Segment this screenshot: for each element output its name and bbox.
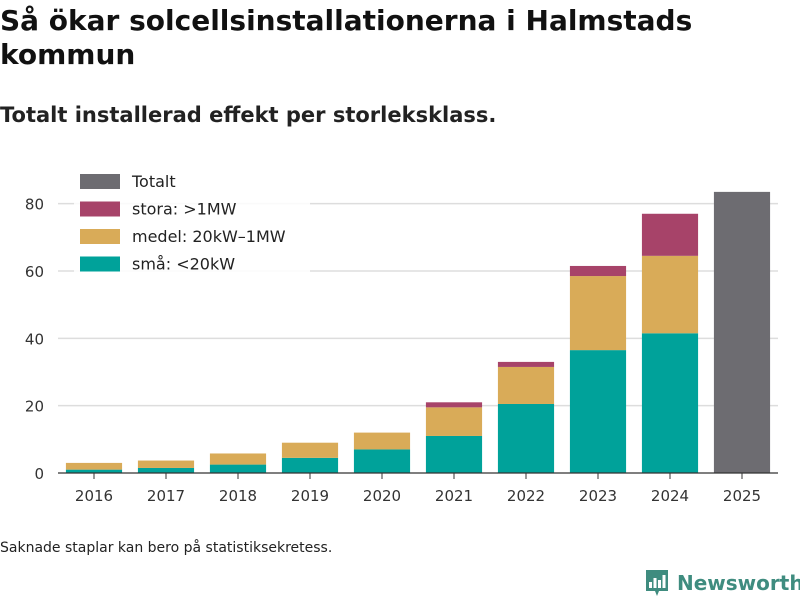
x-tick-label: 2018 xyxy=(219,487,257,505)
bar-stora-2023 xyxy=(569,265,627,277)
brand-name: Newsworthy xyxy=(677,571,800,595)
newsworthy-icon xyxy=(646,570,668,596)
x-tick-label: 2020 xyxy=(363,487,401,505)
x-tick-label: 2019 xyxy=(291,487,329,505)
bar-medel-2024 xyxy=(641,255,699,334)
bar-totalt-2025 xyxy=(713,191,771,473)
bar-medel-2016 xyxy=(65,462,123,470)
brand-logo: Newsworthy xyxy=(644,568,800,598)
bar-sma-2017 xyxy=(137,467,195,473)
bar-medel-2023 xyxy=(569,276,627,351)
stacked-bar-chart: 0 20 40 60 80 2016 2017 2018 2019 2020 2021 2022 202… xyxy=(25,170,778,505)
x-tick-label: 2025 xyxy=(723,487,761,505)
x-tick-label: 2024 xyxy=(651,487,689,505)
bar-sma-2019 xyxy=(281,457,339,473)
bar-sma-2023 xyxy=(569,350,627,473)
x-tick-label: 2021 xyxy=(435,487,473,505)
legend-label-medel: medel: 20kW–1MW xyxy=(132,227,286,246)
x-tick-label: 2022 xyxy=(507,487,545,505)
legend-swatch-medel xyxy=(80,229,120,244)
bar-medel-2019 xyxy=(281,442,339,458)
bar-medel-2022 xyxy=(497,366,555,404)
bar-stora-2024 xyxy=(641,213,699,256)
chart-title: Så ökar solcellsinstallationerna i Halms… xyxy=(0,4,693,71)
y-tick-label: 20 xyxy=(25,398,44,416)
bar-sma-2022 xyxy=(497,403,555,473)
bar-medel-2017 xyxy=(137,460,195,468)
bar-sma-2024 xyxy=(641,333,699,473)
bar-medel-2020 xyxy=(353,432,411,450)
legend: Totalt stora: >1MW medel: 20kW–1MW små: <20… xyxy=(74,170,310,282)
x-tick-label: 2023 xyxy=(579,487,617,505)
x-tick-label: 2017 xyxy=(147,487,185,505)
y-tick-label: 40 xyxy=(25,330,44,348)
bar-medel-2018 xyxy=(209,453,267,465)
bar-stora-2021 xyxy=(425,402,483,408)
chart-subtitle: Totalt installerad effekt per storlekskl… xyxy=(0,103,497,127)
x-tick-label: 2016 xyxy=(75,487,113,505)
bar-sma-2021 xyxy=(425,435,483,473)
footnote: Saknade staplar kan bero på statistiksek… xyxy=(0,540,333,556)
legend-label-stora: stora: >1MW xyxy=(132,200,237,219)
axes: 0 20 40 60 80 2016 2017 2018 2019 2020 2021 2022 202… xyxy=(25,196,778,505)
bar-sma-2020 xyxy=(353,449,411,473)
bar-stora-2022 xyxy=(497,361,555,367)
bar-medel-2021 xyxy=(425,407,483,436)
bars xyxy=(65,191,771,473)
legend-swatch-sma xyxy=(80,256,120,272)
legend-swatch-stora xyxy=(80,201,120,217)
bar-sma-2018 xyxy=(209,464,267,473)
legend-swatch-totalt xyxy=(80,174,120,189)
y-tick-label: 60 xyxy=(25,263,44,281)
y-tick-label: 0 xyxy=(34,465,44,483)
y-tick-label: 80 xyxy=(25,196,44,214)
legend-label-sma: små: <20kW xyxy=(132,255,235,274)
bar-sma-2016 xyxy=(65,469,123,473)
legend-label-totalt: Totalt xyxy=(131,172,176,191)
